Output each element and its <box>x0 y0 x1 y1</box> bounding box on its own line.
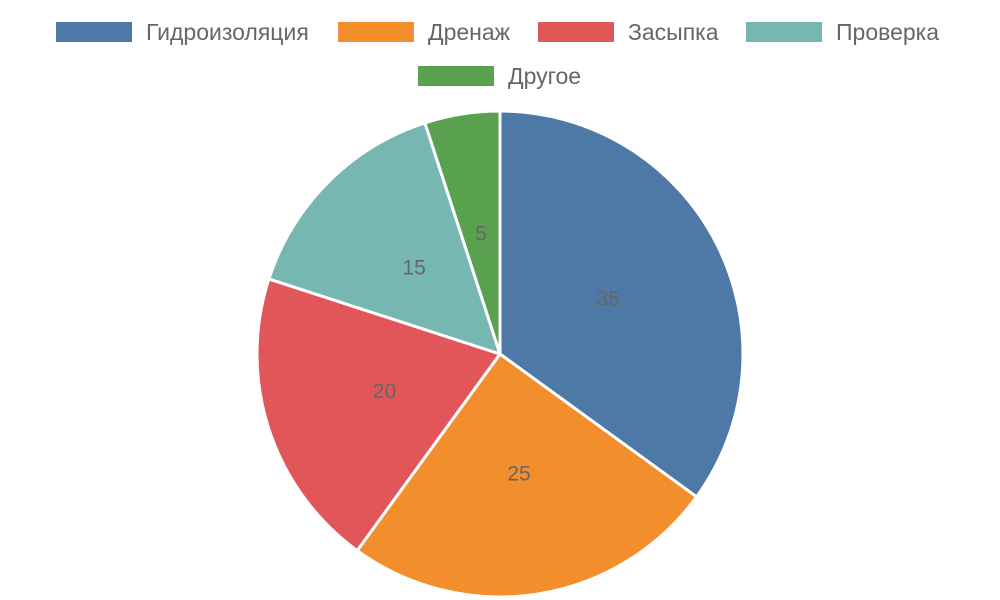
legend-item[interactable]: Проверка <box>746 19 939 45</box>
legend-swatch <box>538 22 614 42</box>
slice-value-label: 20 <box>373 380 396 403</box>
slice-value-label: 5 <box>475 223 487 246</box>
legend-label: Другое <box>508 63 581 89</box>
legend-swatch <box>418 66 494 86</box>
legend-label: Засыпка <box>628 19 719 45</box>
chart-legend: Гидроизоляция Дренаж Засыпка Проверка Другое <box>56 19 939 89</box>
pie-slice[interactable] <box>423 109 502 356</box>
legend-item[interactable]: Другое <box>418 63 581 89</box>
legend-item[interactable]: Гидроизоляция <box>56 19 309 45</box>
pie-slice[interactable] <box>355 352 699 599</box>
legend-item[interactable]: Засыпка <box>538 19 719 45</box>
legend-swatch <box>56 22 132 42</box>
legend-item[interactable]: Дренаж <box>338 19 511 45</box>
slice-labels: 35 25 20 15 5 <box>373 223 620 486</box>
legend-label: Проверка <box>836 19 939 45</box>
legend-label: Гидроизоляция <box>146 19 309 45</box>
slice-value-label: 25 <box>507 463 530 486</box>
legend-swatch <box>746 22 822 42</box>
pie-slice[interactable] <box>255 277 502 553</box>
slice-value-label: 35 <box>597 287 620 310</box>
slice-value-label: 15 <box>402 257 425 280</box>
pie-slices <box>255 109 745 599</box>
pie-slice[interactable] <box>498 109 745 499</box>
legend-label: Дренаж <box>428 19 511 45</box>
legend-swatch <box>338 22 414 42</box>
